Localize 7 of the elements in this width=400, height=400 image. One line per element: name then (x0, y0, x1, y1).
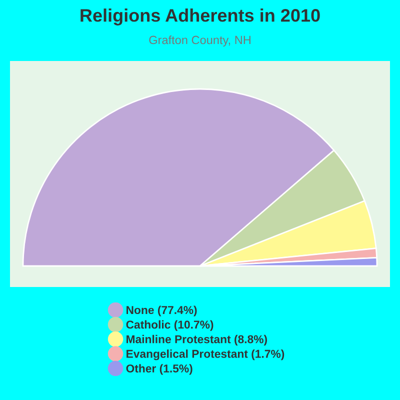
legend-label: Mainline Protestant (8.8%) (126, 334, 267, 346)
chart-title: Religions Adherents in 2010 (80, 8, 320, 26)
legend-label: Catholic (10.7%) (126, 320, 214, 331)
legend-label: Other (1.5%) (126, 364, 192, 375)
legend-label: Evangelical Protestant (1.7%) (126, 350, 284, 360)
legend-label: None (77.4%) (126, 306, 197, 316)
chart-subtitle: Grafton County, NH (149, 36, 250, 46)
